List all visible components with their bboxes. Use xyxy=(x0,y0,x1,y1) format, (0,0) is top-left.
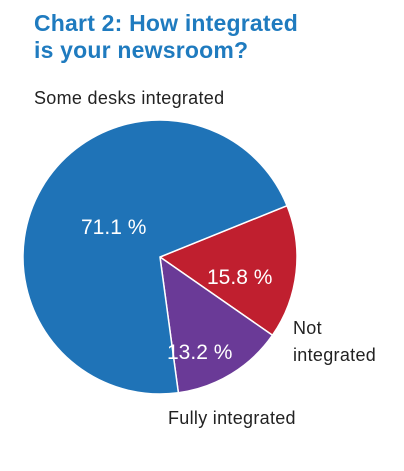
slice-label-fully-integrated: Fully integrated xyxy=(168,408,296,428)
pie-slice-not-integrated xyxy=(158,204,298,337)
pie-slice-fully-integrated xyxy=(159,255,274,394)
slice-value-some-desks: 71.1 % xyxy=(81,216,146,239)
slice-value-not-integrated: 15.8 % xyxy=(207,266,272,289)
chart-title-line-2: is your newsroom? xyxy=(34,37,249,63)
chart-title-line-1: Chart 2: How integrated xyxy=(34,10,299,36)
slice-value-fully-integrated: 13.2 % xyxy=(167,341,232,364)
slice-label-not-integrated-line-1: Not xyxy=(293,318,322,338)
pie-slice-some-desks xyxy=(22,119,288,395)
chart-title: Chart 2: How integrated is your newsroom… xyxy=(34,10,374,64)
pie-slices xyxy=(22,119,298,395)
slice-label-not-integrated: Not integrated xyxy=(293,318,376,365)
slice-label-not-integrated-line-2: integrated xyxy=(293,345,376,365)
slice-label-some-desks: Some desks integrated xyxy=(34,88,224,108)
